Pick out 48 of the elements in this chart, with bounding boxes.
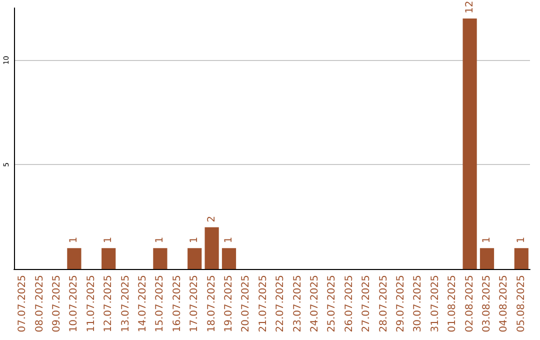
x-tick-label: 13.07.2025	[120, 275, 132, 332]
data-label: 12	[464, 0, 476, 14]
x-tick-label: 26.07.2025	[344, 275, 355, 332]
x-tick-label: 29.07.2025	[396, 275, 406, 332]
x-tick-label: 04.08.2025	[498, 275, 510, 332]
x-tick-label: 14.07.2025	[138, 275, 148, 332]
data-label: 1	[224, 236, 234, 244]
x-tick-label: 18.07.2025	[206, 275, 218, 332]
data-label: 1	[189, 236, 200, 244]
x-tick-label: 30.07.2025	[412, 275, 424, 332]
x-tick-label: 20.07.2025	[240, 275, 252, 332]
bar	[204, 227, 219, 269]
x-tick-label: 19.07.2025	[224, 275, 234, 332]
data-label: 2	[206, 216, 218, 222]
bar	[480, 248, 494, 269]
x-tick-label: 22.07.2025	[275, 275, 286, 332]
x-tick-label: 23.07.2025	[292, 275, 304, 332]
data-label: 1	[103, 236, 114, 244]
bar	[153, 248, 168, 269]
x-tick-label: 24.07.2025	[310, 275, 320, 332]
bar	[462, 18, 477, 269]
x-tick-label: 05.08.2025	[516, 275, 527, 332]
bar	[188, 248, 202, 269]
x-tick-label: 16.07.2025	[172, 275, 183, 332]
x-tick-label: 17.07.2025	[189, 275, 200, 332]
bar	[67, 248, 82, 269]
x-tick-label: 01.08.2025	[447, 275, 458, 332]
x-tick-label: 27.07.2025	[361, 275, 372, 332]
data-label: 1	[482, 236, 492, 244]
x-tick-label: 31.07.2025	[430, 275, 441, 332]
x-tick-label: 07.07.2025	[17, 275, 28, 332]
data-label: 1	[516, 236, 527, 244]
bar	[222, 248, 236, 269]
data-label: 1	[68, 236, 80, 244]
x-tick-label: 11.07.2025	[86, 275, 97, 332]
x-tick-label: 09.07.2025	[52, 275, 62, 332]
x-tick-label: 08.07.2025	[34, 275, 46, 332]
bar	[102, 248, 116, 269]
x-tick-label: 02.08.2025	[464, 275, 476, 332]
data-label: 1	[154, 236, 166, 244]
x-tick-label: 28.07.2025	[378, 275, 390, 332]
x-tick-label: 21.07.2025	[258, 275, 269, 332]
x-tick-label: 12.07.2025	[103, 275, 114, 332]
bar	[514, 248, 528, 269]
x-tick-label: 25.07.2025	[326, 275, 338, 332]
x-tick-label: 15.07.2025	[154, 275, 166, 332]
x-tick-label: 10.07.2025	[68, 275, 80, 332]
x-tick-label: 03.08.2025	[482, 275, 492, 332]
